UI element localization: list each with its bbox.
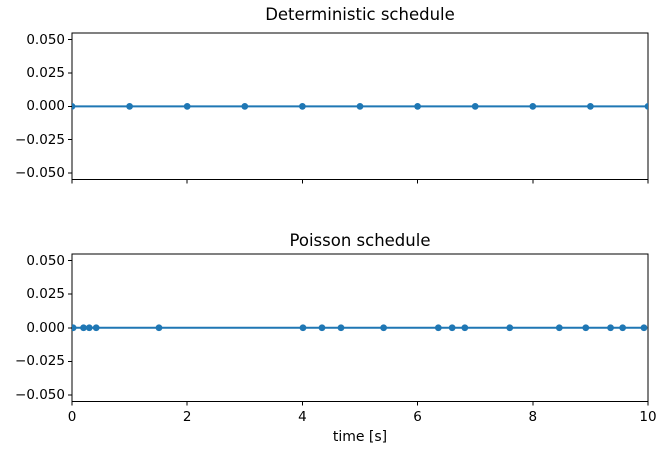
event-marker	[92, 324, 100, 332]
x-tick-label: 8	[528, 409, 538, 425]
event-marker	[471, 102, 479, 110]
subplot-deterministic-title: Deterministic schedule	[265, 5, 455, 24]
event-marker	[619, 324, 627, 332]
y-tick-label: −0.025	[15, 353, 65, 370]
event-marker	[434, 324, 442, 332]
event-marker	[448, 324, 456, 332]
event-marker	[640, 324, 648, 332]
event-marker	[318, 324, 326, 332]
event-series	[72, 102, 648, 110]
y-tick-label: 0.025	[26, 65, 65, 81]
event-marker	[506, 324, 514, 332]
event-marker	[72, 102, 76, 110]
event-marker	[644, 102, 648, 110]
event-series	[72, 324, 648, 332]
x-tick-label: 10	[639, 409, 657, 425]
event-marker	[356, 102, 364, 110]
x-axis-label: time [s]	[332, 429, 388, 445]
x-tick-label: 6	[413, 409, 422, 425]
event-marker	[155, 324, 163, 332]
event-marker	[555, 324, 563, 332]
y-tick-label: 0.025	[26, 286, 65, 303]
y-tick-label: −0.050	[15, 386, 65, 403]
event-marker	[607, 324, 614, 332]
event-marker	[299, 324, 307, 332]
subplot-poisson-title: Poisson schedule	[289, 231, 431, 250]
event-marker	[380, 324, 388, 332]
event-marker	[80, 324, 87, 332]
y-tick-label: −0.050	[15, 165, 65, 182]
event-marker	[414, 102, 421, 110]
event-marker	[587, 102, 594, 110]
y-tick-label: 0.000	[26, 319, 65, 336]
event-marker	[337, 324, 345, 332]
event-marker	[299, 102, 306, 110]
event-marker	[582, 324, 590, 332]
y-tick-label: 0.050	[26, 252, 65, 269]
event-marker	[241, 102, 249, 110]
x-tick-label: 2	[182, 409, 192, 425]
event-marker	[72, 324, 77, 332]
event-marker	[183, 102, 191, 110]
event-marker	[529, 102, 537, 110]
event-marker	[126, 102, 133, 110]
y-tick-label: 0.050	[26, 31, 65, 48]
x-tick-label: 0	[67, 409, 77, 425]
event-marker	[85, 324, 93, 332]
y-tick-label: 0.000	[26, 98, 65, 115]
y-tick-label: −0.025	[15, 131, 65, 148]
event-marker	[461, 324, 469, 332]
x-tick-label: 4	[298, 409, 307, 425]
